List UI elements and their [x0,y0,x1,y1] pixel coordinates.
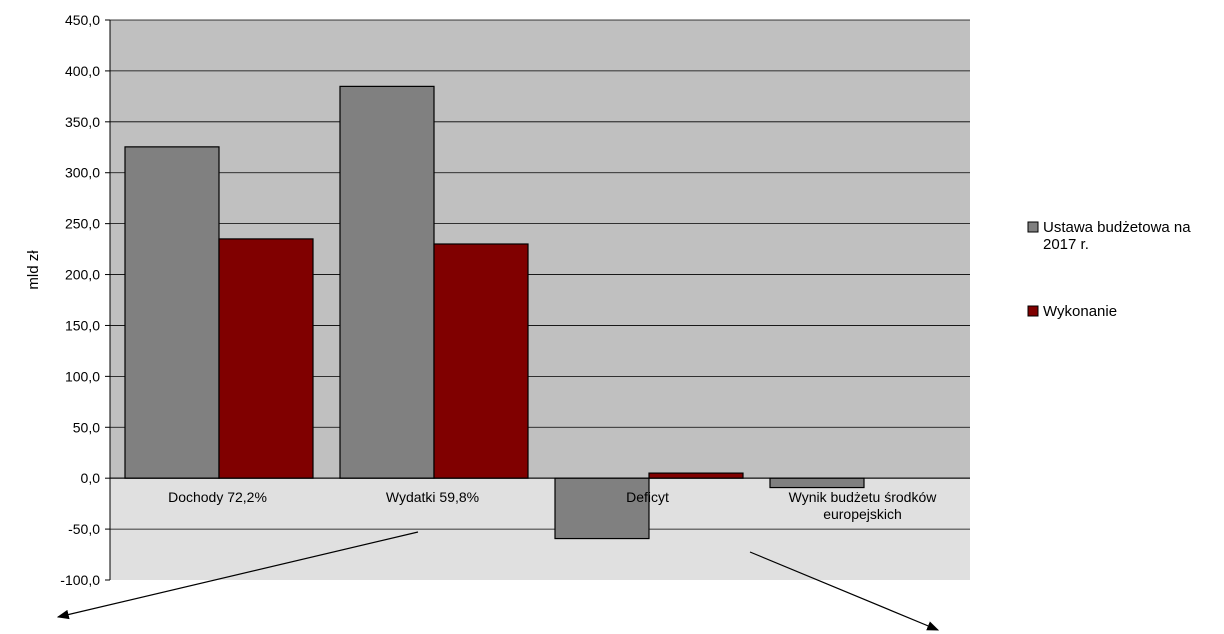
y-tick-label: -100,0 [60,572,100,588]
legend-swatch [1027,221,1039,233]
bar-wykonanie-0 [218,238,314,479]
category-label: Deficyt [626,489,669,505]
y-axis-label: mld zł [25,250,42,290]
axes [105,19,970,581]
category-label: Wynik budżetu środków europejskich [789,489,938,522]
y-tick-label: 450,0 [65,12,100,28]
y-tick-label: 0,0 [81,470,101,486]
y-tick-label: 150,0 [65,317,100,333]
y-tick-label: 100,0 [65,368,100,384]
category-labels: Dochody 72,2% Wydatki 59,8% Deficyt Wynik b… [168,489,937,522]
annotation-arrow-right [749,551,940,631]
legend-label: Ustawa budżetowa na 2017 r. [1043,219,1191,253]
y-tick-label: 50,0 [73,419,100,435]
legend-swatch [1027,305,1039,317]
y-tick-label: 300,0 [65,165,100,181]
category-label: Dochody 72,2% [168,489,267,505]
bar-wykonanie-1 [433,243,529,479]
bar-ustawa-0 [124,146,220,479]
category-label: Wydatki 59,8% [386,489,479,505]
bars [124,85,865,540]
y-tick-labels: 450,0 400,0 350,0 300,0 250,0 200,0 150,0 100,0… [60,12,100,588]
y-tick-label: -50,0 [68,521,100,537]
legend-label: Wykonanie [1043,303,1117,320]
legend: Ustawa budżetowa na 2017 r. Wykonanie [1027,219,1191,320]
annotation-arrows [56,531,940,631]
bar-ustawa-2 [554,477,650,540]
y-tick-label: 250,0 [65,216,100,232]
y-tick-label: 200,0 [65,267,100,283]
bar-ustawa-1 [339,85,435,479]
bar-ustawa-3 [769,477,865,489]
annotation-arrow-left [56,531,419,620]
y-tick-label: 400,0 [65,63,100,79]
bar-wykonanie-2 [648,472,744,479]
y-tick-label: 350,0 [65,114,100,130]
